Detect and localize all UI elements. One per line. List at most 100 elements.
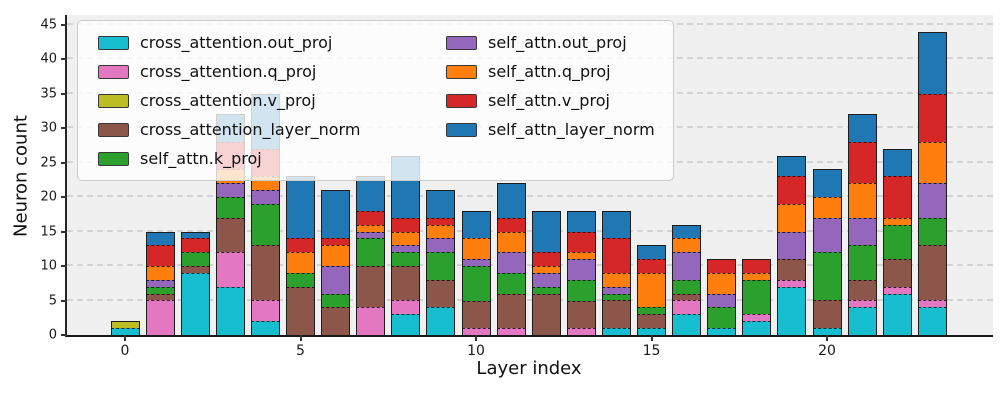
- y-tick-label: 45: [40, 17, 57, 33]
- legend-item-self_attn.out_proj: self_attn.out_proj: [446, 28, 655, 57]
- y-tick-mark: [61, 230, 67, 233]
- bar-segment-cross_attention.q_proj: [250, 300, 280, 322]
- bar-segment-cross_attention.q_proj: [672, 300, 702, 315]
- y-axis-label: Neuron count: [10, 115, 32, 237]
- bar-segment-self_attn.q_proj: [461, 238, 491, 260]
- bar-segment-self_attn.k_proj: [637, 307, 666, 315]
- bar-layer-21: [847, 114, 877, 335]
- bar-layer-7: [356, 176, 386, 335]
- legend-swatch-icon: [446, 64, 477, 79]
- bar-segment-cross_attention_layer_norm: [321, 307, 351, 335]
- bar-segment-self_attn.k_proj: [917, 217, 947, 246]
- bar-segment-self_attn.v_proj: [847, 141, 877, 184]
- legend-item-cross_attention_layer_norm: cross_attention_layer_norm: [98, 115, 446, 144]
- bar-segment-self_attn.q_proj: [145, 266, 175, 280]
- bar-segment-self_attn.q_proj: [847, 183, 877, 218]
- bar-segment-cross_attention.q_proj: [847, 300, 877, 308]
- bar-segment-self_attn.out_proj: [215, 183, 245, 198]
- y-tick-mark: [61, 196, 67, 199]
- bar-segment-self_attn.k_proj: [707, 307, 737, 329]
- bar-segment-cross_attention.q_proj: [777, 279, 807, 287]
- bar-segment-cross_attention_layer_norm: [672, 293, 702, 301]
- bar-layer-0: [110, 321, 140, 335]
- y-tick-mark: [61, 127, 67, 130]
- bar-segment-cross_attention.q_proj: [917, 300, 947, 308]
- bar-segment-cross_attention_layer_norm: [812, 300, 842, 329]
- bar-segment-self_attn_layer_norm: [321, 190, 351, 239]
- bar-segment-self_attn.out_proj: [777, 231, 807, 260]
- bar-layer-5: [286, 176, 315, 335]
- x-tick-mark: [299, 335, 302, 341]
- bar-segment-self_attn.v_proj: [637, 259, 666, 273]
- y-tick-label: 20: [40, 189, 57, 205]
- bar-segment-self_attn_layer_norm: [812, 169, 842, 198]
- legend-swatch-icon: [98, 64, 129, 79]
- bar-segment-self_attn.out_proj: [496, 252, 526, 273]
- bar-segment-cross_attention.out_proj: [742, 321, 772, 335]
- bar-segment-self_attn.q_proj: [531, 266, 561, 273]
- y-tick-mark: [61, 334, 67, 336]
- legend-item-cross_attention.q_proj: cross_attention.q_proj: [98, 57, 446, 86]
- y-tick-mark: [61, 23, 67, 26]
- bar-segment-self_attn.v_proj: [566, 231, 596, 253]
- bar-segment-self_attn.out_proj: [917, 183, 947, 218]
- bar-layer-20: [812, 169, 842, 335]
- bar-segment-cross_attention_layer_norm: [777, 259, 807, 280]
- bar-segment-self_attn.v_proj: [426, 217, 456, 225]
- bar-segment-self_attn.v_proj: [531, 252, 561, 267]
- bar-segment-cross_attention.q_proj: [882, 286, 912, 294]
- bar-layer-11: [496, 183, 526, 335]
- bar-segment-cross_attention.q_proj: [356, 307, 386, 335]
- legend-label: cross_attention_layer_norm: [140, 120, 361, 139]
- bar-segment-cross_attention.q_proj: [566, 328, 596, 335]
- legend-swatch-icon: [98, 122, 129, 137]
- x-tick-mark: [124, 335, 126, 341]
- bar-segment-cross_attention_layer_norm: [286, 286, 315, 335]
- bar-segment-self_attn.q_proj: [426, 224, 456, 239]
- bar-segment-cross_attention.out_proj: [917, 307, 947, 335]
- bar-segment-cross_attention.out_proj: [672, 314, 702, 335]
- bar-segment-self_attn.k_proj: [672, 279, 702, 294]
- bar-segment-self_attn_layer_norm: [917, 31, 947, 94]
- bar-segment-self_attn.q_proj: [601, 272, 631, 287]
- legend-item-self_attn.q_proj: self_attn.q_proj: [446, 57, 655, 86]
- bar-layer-23: [917, 31, 947, 335]
- bar-segment-self_attn_layer_norm: [426, 190, 456, 218]
- bar-segment-cross_attention_layer_norm: [145, 293, 175, 301]
- bar-segment-self_attn.v_proj: [356, 210, 386, 225]
- bar-segment-self_attn.out_proj: [391, 245, 421, 253]
- bar-segment-self_attn.q_proj: [637, 272, 666, 308]
- bar-segment-cross_attention.out_proj: [180, 272, 210, 335]
- x-tick-label: 15: [642, 343, 661, 359]
- bar-segment-cross_attention_layer_norm: [496, 293, 526, 329]
- bar-segment-cross_attention.v_proj: [110, 321, 140, 329]
- bar-segment-cross_attention.out_proj: [777, 286, 807, 335]
- bar-segment-cross_attention_layer_norm: [882, 259, 912, 287]
- bar-segment-cross_attention.out_proj: [601, 328, 631, 335]
- bar-segment-self_attn_layer_norm: [777, 155, 807, 177]
- bar-segment-self_attn.k_proj: [461, 266, 491, 301]
- bar-segment-cross_attention_layer_norm: [637, 314, 666, 329]
- bar-segment-self_attn.out_proj: [461, 259, 491, 267]
- bar-segment-self_attn.q_proj: [566, 252, 596, 260]
- bar-segment-self_attn.k_proj: [250, 203, 280, 246]
- legend-label: self_attn.out_proj: [488, 33, 627, 52]
- legend-label: self_attn_layer_norm: [488, 120, 655, 139]
- plot-area: 0 5 10 15 20 25 30 35 40 45 0 5 10 15 20 cross_attent…: [40, 15, 993, 359]
- bar-segment-cross_attention.q_proj: [496, 328, 526, 335]
- bar-segment-cross_attention.out_proj: [707, 328, 737, 335]
- bar-segment-self_attn.out_proj: [145, 279, 175, 287]
- bar-segment-cross_attention.q_proj: [742, 314, 772, 322]
- y-tick-mark: [61, 265, 67, 268]
- x-tick-mark: [826, 335, 828, 341]
- x-tick-label: 10: [467, 343, 485, 359]
- bar-segment-self_attn_layer_norm: [496, 183, 526, 218]
- bar-segment-cross_attention_layer_norm: [917, 245, 947, 301]
- y-tick-label: 25: [40, 155, 57, 171]
- legend-column-2: self_attn.out_proj self_attn.q_proj self_a…: [446, 28, 655, 173]
- bar-segment-self_attn.out_proj: [847, 217, 877, 246]
- bar-layer-16: [672, 224, 702, 335]
- bar-segment-self_attn_layer_norm: [356, 176, 386, 211]
- legend: cross_attention.out_proj cross_attention.…: [77, 20, 674, 181]
- bar-segment-self_attn.k_proj: [566, 279, 596, 301]
